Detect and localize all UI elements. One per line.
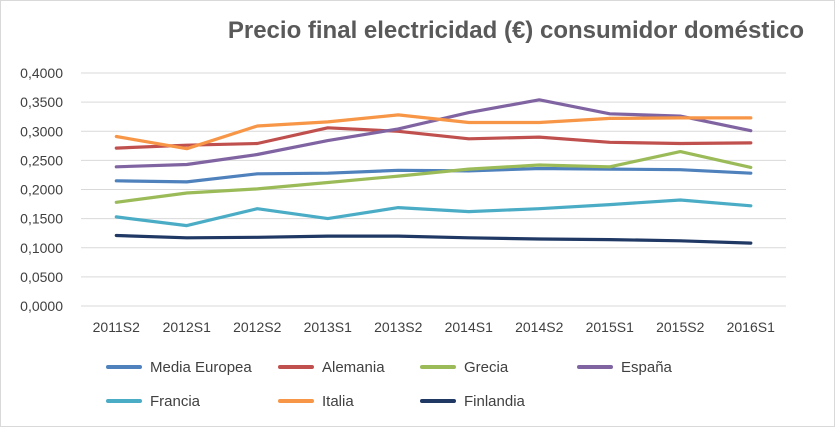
x-tick-label: 2014S2 — [515, 319, 563, 335]
y-tick-label: 0,2000 — [20, 182, 63, 198]
legend-item: Finlandia — [420, 391, 525, 411]
y-tick-label: 0,0500 — [20, 269, 63, 285]
legend-label: Italia — [322, 392, 354, 410]
legend-label: Media Europea — [150, 358, 252, 376]
x-tick-label: 2013S2 — [374, 319, 422, 335]
legend-item: Alemania — [278, 357, 385, 377]
legend-swatch — [278, 399, 314, 403]
legend-label: Finlandia — [464, 392, 525, 410]
series-line — [114, 98, 753, 169]
legend-swatch — [420, 365, 456, 369]
legend-label: España — [621, 358, 672, 376]
x-tick-label: 2013S1 — [304, 319, 352, 335]
series-line — [114, 166, 753, 184]
series-line — [114, 150, 753, 204]
legend-item: Media Europea — [106, 357, 252, 377]
legend-item: Grecia — [420, 357, 508, 377]
legend-item: Italia — [278, 391, 354, 411]
chart-title: Precio final electricidad (€) consumidor… — [227, 17, 804, 44]
series-line — [114, 233, 753, 245]
legend-label: Grecia — [464, 358, 509, 376]
y-tick-label: 0,2500 — [20, 152, 63, 168]
y-tick-label: 0,0000 — [20, 298, 63, 314]
y-tick-label: 0,3000 — [20, 123, 63, 139]
x-tick-label: 2015S1 — [586, 319, 634, 335]
series-line — [114, 198, 753, 228]
legend-label: Francia — [150, 392, 201, 410]
legend-swatch — [106, 399, 142, 403]
legend-item: España — [577, 357, 672, 377]
legend-item: Francia — [106, 391, 200, 411]
legend-label: Alemania — [322, 358, 385, 376]
x-tick-label: 2011S2 — [93, 319, 140, 335]
x-tick-label: 2014S1 — [445, 319, 493, 335]
y-tick-label: 0,1500 — [20, 211, 63, 227]
x-tick-label: 2015S2 — [656, 319, 704, 335]
series-line — [114, 126, 753, 150]
x-tick-label: 2012S2 — [233, 319, 281, 335]
series-line — [114, 113, 753, 151]
legend-swatch — [278, 365, 314, 369]
legend-swatch — [420, 399, 456, 403]
y-tick-label: 0,4000 — [20, 65, 63, 81]
x-tick-label: 2012S1 — [163, 319, 211, 335]
legend-swatch — [577, 365, 613, 369]
x-tick-label: 2016S1 — [727, 319, 775, 335]
legend-swatch — [106, 365, 142, 369]
y-tick-label: 0,1000 — [20, 240, 63, 256]
y-tick-label: 0,3500 — [20, 94, 63, 110]
